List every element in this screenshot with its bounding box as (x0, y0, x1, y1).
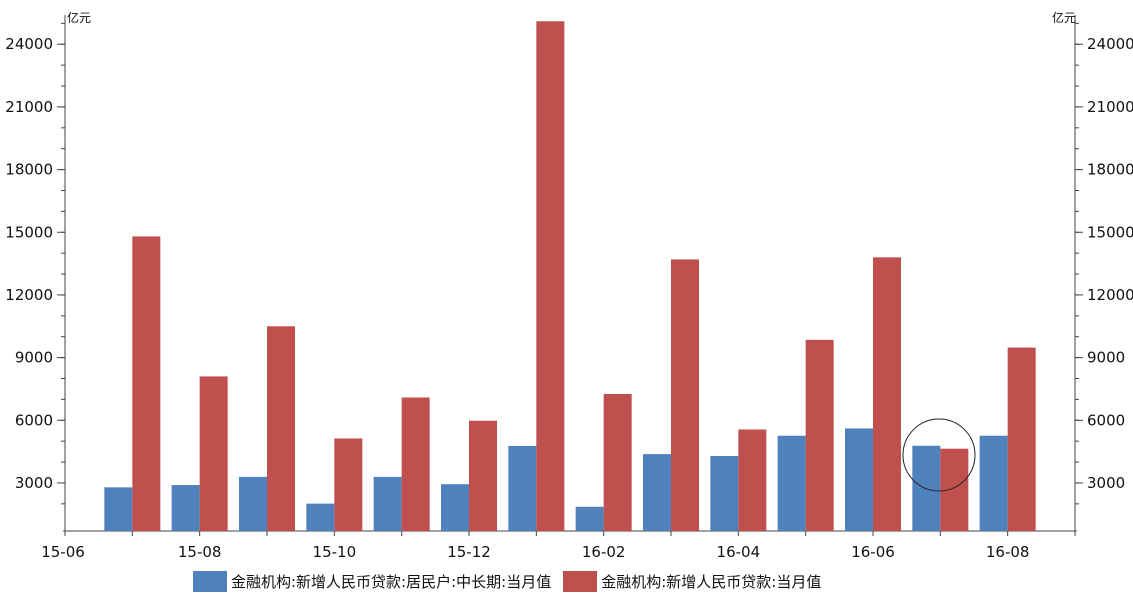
legend-swatch-series-1 (193, 571, 227, 592)
right-unit-label: 亿元 (1052, 10, 1076, 25)
bar-series-2-16-05 (805, 339, 834, 531)
x-ticks: 15-06 15-08 15-10 15-12 16-02 16-04 16-06 16-08 (41, 531, 1076, 561)
left-tick-label: 18000 (5, 161, 53, 179)
bar-series-1-16-06 (845, 428, 873, 531)
bar-series-1-15-08 (171, 485, 200, 531)
bar-series-2-15-12 (469, 420, 497, 531)
right-tick-label: 21000 (1087, 98, 1133, 116)
bar-series-2-16-07 (940, 448, 969, 531)
right-y-ticks: 3000 6000 9000 12000 15000 18000 21000 24000 (1075, 22, 1133, 505)
legend-label-series-2: 金融机构:新增人民币贷款:当月值 (601, 573, 822, 591)
bar-series-2-15-07 (132, 236, 161, 532)
bar-series-1-15-12 (441, 484, 469, 531)
legend-swatch-series-2 (563, 571, 598, 592)
x-tick-label: 16-08 (986, 543, 1030, 561)
legend-label-series-1: 金融机构:新增人民币贷款:居民户:中长期:当月值 (231, 573, 552, 591)
bar-series-1-16-04 (710, 456, 739, 531)
left-tick-label: 3000 (15, 474, 53, 492)
bar-series-2-16-01 (536, 21, 565, 531)
x-tick-label: 15-06 (41, 543, 85, 561)
bar-series-1-16-05 (777, 435, 806, 531)
left-y-ticks: 3000 6000 9000 12000 15000 18000 21000 24000 (5, 22, 65, 505)
plot-area: 亿元 亿元 3000 6000 9000 12000 15000 18000 21000 24… (5, 10, 1133, 561)
bar-series-1-15-11 (373, 476, 402, 531)
bar-series-1-15-10 (306, 503, 335, 531)
left-tick-label: 21000 (5, 98, 53, 116)
left-tick-label: 12000 (5, 286, 53, 304)
right-tick-label: 6000 (1087, 411, 1125, 429)
left-unit-label: 亿元 (67, 10, 91, 25)
x-tick-label: 16-02 (582, 543, 626, 561)
bar-series-2-15-10 (334, 438, 363, 531)
bar-series-1-16-08 (979, 435, 1008, 531)
bar-series-2-16-02 (603, 393, 632, 531)
bar-series-2-16-04 (738, 429, 767, 531)
bar-series-1-15-07 (104, 487, 133, 531)
annotation-circle (902, 418, 976, 492)
right-tick-label: 12000 (1087, 286, 1133, 304)
x-tick-label: 15-08 (178, 543, 222, 561)
legend: 金融机构:新增人民币贷款:居民户:中长期:当月值 金融机构:新增人民币贷款:当月… (193, 571, 833, 592)
bar-series-2-16-06 (873, 257, 901, 531)
right-tick-label: 15000 (1087, 223, 1133, 241)
bar-series-2-16-08 (1007, 347, 1036, 531)
left-tick-label: 9000 (15, 349, 53, 367)
bar-series-1-16-01 (508, 445, 537, 531)
x-tick-label: 15-12 (447, 543, 491, 561)
x-tick-label: 16-04 (717, 543, 761, 561)
bar-series-2-15-11 (401, 397, 430, 531)
bar-series-2-16-03 (671, 259, 699, 531)
x-tick-label: 16-06 (851, 543, 895, 561)
left-tick-label: 24000 (5, 35, 53, 53)
bar-series-1-16-03 (643, 454, 671, 531)
bars (104, 21, 1036, 532)
bar-series-2-15-08 (199, 376, 228, 531)
right-tick-label: 18000 (1087, 161, 1133, 179)
left-tick-label: 6000 (15, 411, 53, 429)
bar-series-2-15-09 (267, 326, 295, 531)
bar-series-1-16-02 (575, 506, 604, 531)
right-tick-label: 3000 (1087, 474, 1125, 492)
left-tick-label: 15000 (5, 223, 53, 241)
legend-item-series-2: 金融机构:新增人民币贷款:当月值 (563, 571, 821, 592)
bar-series-1-15-09 (239, 476, 267, 531)
right-tick-label: 9000 (1087, 349, 1125, 367)
x-tick-label: 15-10 (313, 543, 357, 561)
right-tick-label: 24000 (1087, 35, 1133, 53)
legend-item-series-1: 金融机构:新增人民币贷款:居民户:中长期:当月值 (193, 571, 551, 592)
